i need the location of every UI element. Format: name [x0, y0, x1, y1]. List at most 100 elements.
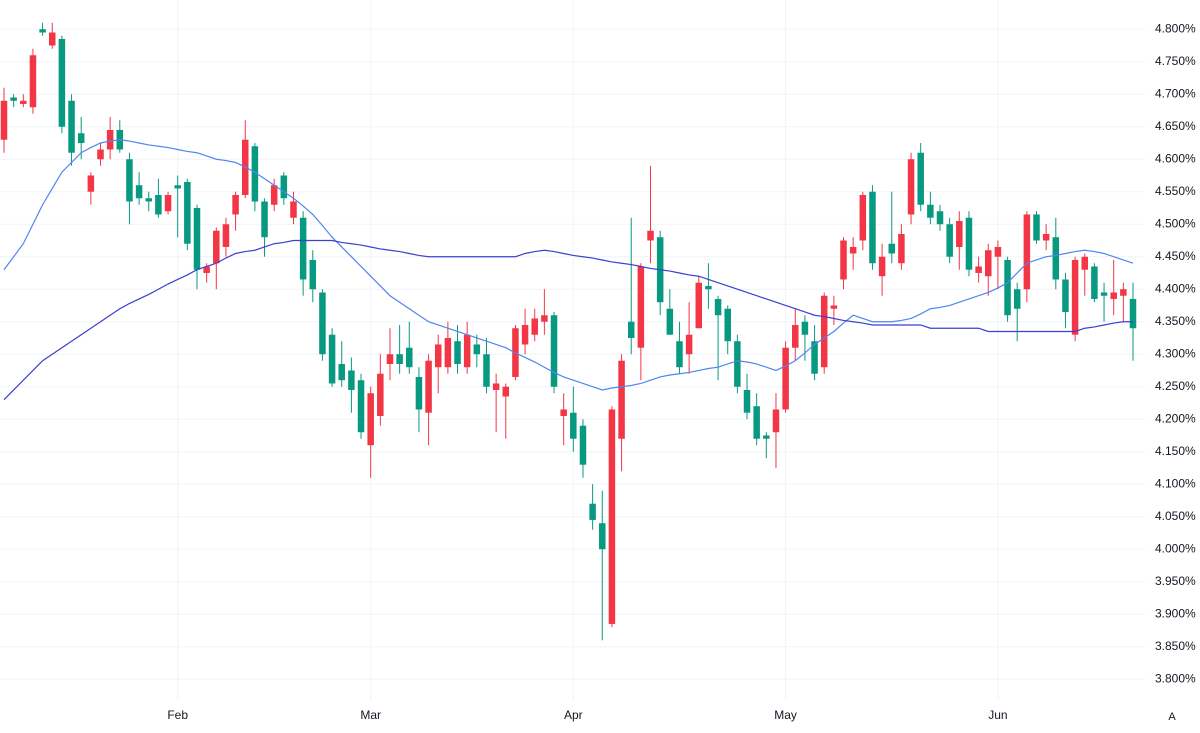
candle-body — [77, 133, 85, 143]
candle-body — [502, 386, 510, 397]
y-tick-label: 3.850% — [1155, 639, 1196, 653]
candle-body — [251, 146, 259, 202]
candle-body — [174, 185, 181, 189]
candle-body — [348, 370, 355, 390]
y-tick-label: 4.650% — [1155, 119, 1196, 133]
x-tick-label: May — [774, 708, 797, 722]
candle-body — [328, 334, 336, 384]
candle-body — [888, 243, 896, 254]
y-tick-label: 4.200% — [1155, 411, 1196, 425]
y-tick-label: 4.250% — [1155, 379, 1196, 393]
candle-body — [1042, 233, 1050, 241]
candle-body — [1091, 266, 1098, 299]
y-tick-label: 4.100% — [1155, 476, 1196, 490]
candle-body — [714, 298, 722, 316]
candle-body — [20, 100, 27, 104]
candle-body — [39, 29, 46, 33]
y-tick-label: 3.800% — [1155, 671, 1196, 685]
candle-body — [608, 409, 616, 624]
candle-body — [772, 409, 780, 433]
y-tick-label: 4.550% — [1155, 184, 1196, 198]
candle-body — [734, 341, 741, 387]
y-tick-label: 4.450% — [1155, 249, 1196, 263]
candle-body — [1052, 237, 1060, 280]
candle-body — [0, 100, 8, 140]
x-tick-label: Apr — [564, 708, 583, 722]
candle-body — [1129, 298, 1137, 329]
candle-body — [907, 159, 915, 215]
candle-body — [792, 324, 799, 348]
y-tick-label: 4.400% — [1155, 281, 1196, 295]
candle-body — [599, 523, 606, 550]
axes: 4.800% 4.750% 4.700% 4.650% 4.600% 4.550% 4.50… — [167, 21, 1196, 722]
candle-body — [956, 220, 963, 247]
candle-body — [570, 412, 577, 439]
candle-body — [463, 334, 471, 368]
auto-scale-label[interactable]: A — [1168, 711, 1176, 723]
candle-body — [676, 341, 683, 368]
candle-body — [560, 409, 567, 416]
candle-body — [155, 194, 162, 215]
candle-body — [87, 175, 95, 192]
candle-body — [994, 246, 1002, 257]
candle-body — [763, 435, 770, 439]
candle-body — [309, 259, 317, 290]
candle-body — [936, 211, 944, 225]
candle-body — [126, 159, 133, 202]
candle-body — [10, 97, 17, 101]
candle-body — [724, 308, 731, 342]
candle-body — [1062, 279, 1069, 312]
y-tick-label: 3.950% — [1155, 574, 1196, 588]
candle-body — [1110, 292, 1117, 299]
candle-body — [1081, 256, 1089, 270]
candle-body — [685, 334, 693, 355]
candle-body — [406, 347, 413, 368]
candle-body — [1120, 289, 1127, 296]
candle-body — [483, 354, 490, 387]
candle-body — [492, 383, 500, 390]
y-tick-label: 4.750% — [1155, 54, 1196, 68]
candle-body — [898, 233, 905, 264]
candle-body — [869, 191, 876, 264]
y-tick-label: 4.150% — [1155, 444, 1196, 458]
candle-body — [193, 207, 201, 270]
candle-body — [232, 194, 239, 215]
candle-body — [454, 341, 461, 364]
candle-body — [444, 337, 452, 368]
candle-body — [58, 38, 66, 127]
candle-body — [637, 266, 645, 348]
candle-body — [927, 204, 934, 218]
plot-area — [0, 22, 1137, 641]
candle-body — [531, 318, 538, 335]
candle-body — [743, 389, 751, 413]
candle-body — [840, 240, 847, 280]
candle-body — [280, 175, 288, 199]
candle-body — [965, 217, 973, 270]
y-tick-label: 4.350% — [1155, 314, 1196, 328]
y-tick-label: 4.000% — [1155, 541, 1196, 555]
candle-body — [29, 55, 37, 108]
candle-body — [106, 129, 114, 150]
candle-body — [1004, 259, 1011, 316]
auto-scale-button[interactable] — [1161, 707, 1183, 727]
candle-body — [705, 285, 712, 290]
candle-body — [1033, 214, 1040, 241]
candle-body — [434, 344, 442, 368]
candle-body — [579, 425, 587, 465]
candle-body — [290, 201, 297, 218]
candle-body — [753, 406, 760, 439]
candle-body — [820, 295, 828, 368]
candle-body — [1013, 289, 1021, 309]
candle-body — [589, 503, 596, 520]
candle-body — [849, 246, 857, 254]
y-tick-label: 4.600% — [1155, 151, 1196, 165]
candle-body — [811, 341, 818, 374]
candle-body — [666, 308, 674, 335]
candle-body — [627, 321, 635, 338]
candle-body — [135, 185, 143, 199]
candle-body — [261, 201, 268, 238]
candle-body — [386, 354, 394, 364]
candle-body — [97, 149, 104, 160]
candle-body — [357, 380, 365, 433]
